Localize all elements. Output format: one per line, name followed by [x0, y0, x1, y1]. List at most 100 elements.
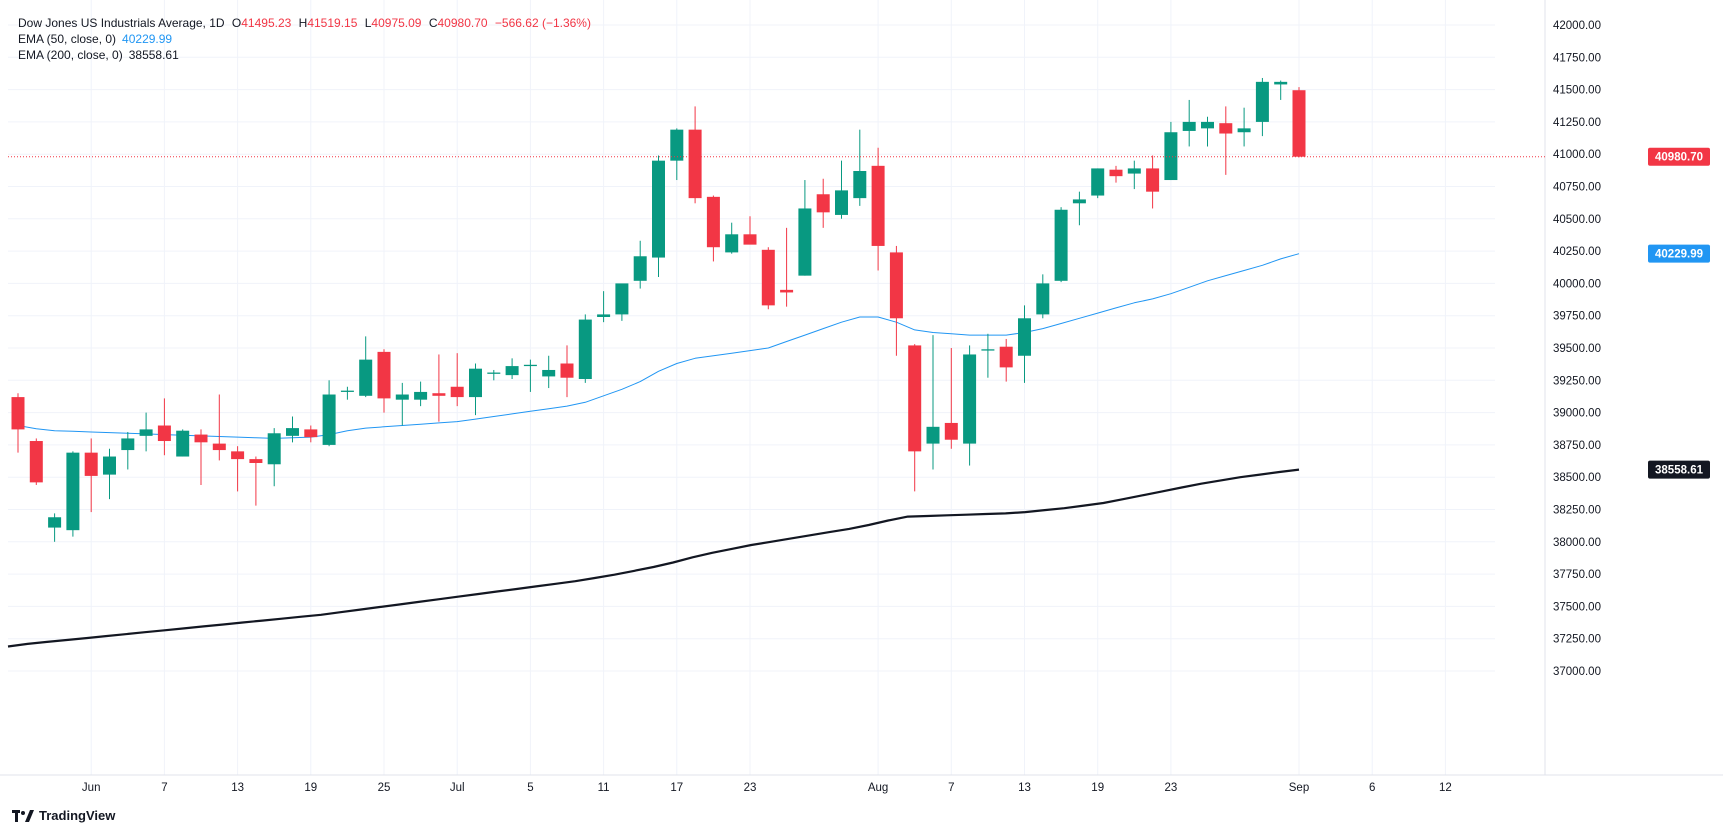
candle-body [1018, 318, 1031, 356]
candle [414, 381, 428, 407]
open-value: 41495.23 [241, 16, 292, 30]
candle-body [1201, 121, 1214, 129]
candle-body [1036, 283, 1050, 315]
candle-body [560, 363, 574, 378]
candle [1201, 116, 1214, 147]
candle [505, 358, 519, 380]
candle-body [340, 390, 354, 392]
legend-ema50-row[interactable]: EMA (50, close, 0) 40229.99 [18, 31, 591, 47]
candle [194, 429, 208, 485]
candle-body [11, 397, 25, 430]
candle [725, 222, 739, 254]
ema200-line [7, 468, 1300, 648]
ema200-tag-text: 38558.61 [1655, 465, 1704, 477]
candle [1036, 274, 1050, 319]
candle-body [688, 129, 702, 199]
candle [322, 380, 336, 447]
candle [1054, 207, 1068, 283]
y-tick-label: 38000.00 [1553, 537, 1601, 549]
candle [835, 160, 848, 219]
candle-body [999, 346, 1013, 368]
chart-legend: Dow Jones US Industrials Average, 1D O41… [18, 15, 591, 63]
x-tick-label: 12 [1439, 782, 1452, 794]
ema50-tag-text: 40229.99 [1655, 249, 1703, 261]
candle-body [487, 372, 501, 374]
candle [340, 386, 354, 400]
candle [267, 428, 281, 487]
candle-body [706, 196, 720, 248]
y-tick-label: 39500.00 [1553, 343, 1601, 355]
low-value: 40975.09 [371, 16, 422, 30]
candle [1072, 191, 1086, 226]
candle-body [633, 256, 647, 281]
candle-body [1292, 90, 1306, 157]
x-tick-label: 5 [527, 782, 533, 794]
candle [633, 240, 647, 289]
candle-body [1237, 128, 1251, 133]
y-tick-label: 39750.00 [1553, 311, 1601, 323]
candle-body [652, 160, 665, 258]
candle [450, 353, 464, 407]
candle [176, 429, 190, 457]
candle-body [743, 234, 757, 245]
y-tick-label: 40750.00 [1553, 182, 1601, 194]
brand-name: TradingView [39, 808, 116, 823]
candle [652, 155, 665, 277]
candle [560, 345, 574, 398]
close-label: C [428, 16, 438, 30]
candle [1182, 99, 1196, 147]
candle-body [981, 349, 995, 351]
candle [853, 129, 867, 206]
candle [29, 438, 43, 485]
y-tick-label: 41250.00 [1553, 117, 1601, 129]
y-tick-label: 38750.00 [1553, 440, 1601, 452]
ema50-series [17, 253, 1300, 439]
candle-body [725, 234, 739, 253]
candle [395, 382, 409, 426]
candle-body [450, 386, 464, 398]
candle [231, 446, 245, 492]
candle-body [1054, 209, 1068, 281]
candle [359, 336, 373, 398]
y-tick-label: 39250.00 [1553, 375, 1601, 387]
legend-ema200-row[interactable]: EMA (200, close, 0) 38558.61 [18, 47, 591, 63]
candle [926, 335, 940, 470]
y-tick-label: 39000.00 [1553, 408, 1601, 420]
y-tick-label: 41000.00 [1553, 149, 1601, 161]
candle [11, 393, 25, 453]
candle-body [286, 428, 299, 436]
candle-body [322, 394, 336, 445]
candle-body [670, 129, 684, 161]
x-tick-label: 19 [304, 782, 317, 794]
candle [963, 345, 977, 466]
candle-body [1164, 132, 1178, 181]
ema50-value: 40229.99 [122, 32, 173, 46]
y-tick-label: 40250.00 [1553, 246, 1601, 258]
candle [615, 283, 629, 321]
candle-body [1127, 168, 1141, 174]
candle [84, 438, 98, 513]
candle-body [871, 165, 885, 246]
candle [1274, 80, 1288, 100]
tradingview-brand[interactable]: TradingView [12, 808, 115, 823]
low-label: L [364, 16, 372, 30]
x-tick-label: Jun [82, 782, 101, 794]
candlestick-series [11, 77, 1306, 542]
candle [1091, 168, 1105, 199]
candle-body [963, 354, 977, 444]
legend-ohlc-row: Dow Jones US Industrials Average, 1D O41… [18, 15, 591, 31]
ema200-tag-bg [1648, 460, 1710, 479]
candle-body [615, 283, 629, 315]
candle [103, 448, 116, 500]
candle [139, 412, 153, 452]
y-tick-label: 41500.00 [1553, 85, 1601, 97]
candle [1146, 155, 1160, 209]
y-tick-label: 37750.00 [1553, 569, 1601, 581]
candle-body [432, 393, 446, 396]
candle [48, 513, 62, 542]
candle-body [761, 249, 775, 306]
last-price-tag-text: 40980.70 [1655, 152, 1703, 164]
candle [249, 456, 263, 506]
candle-body [66, 452, 80, 531]
